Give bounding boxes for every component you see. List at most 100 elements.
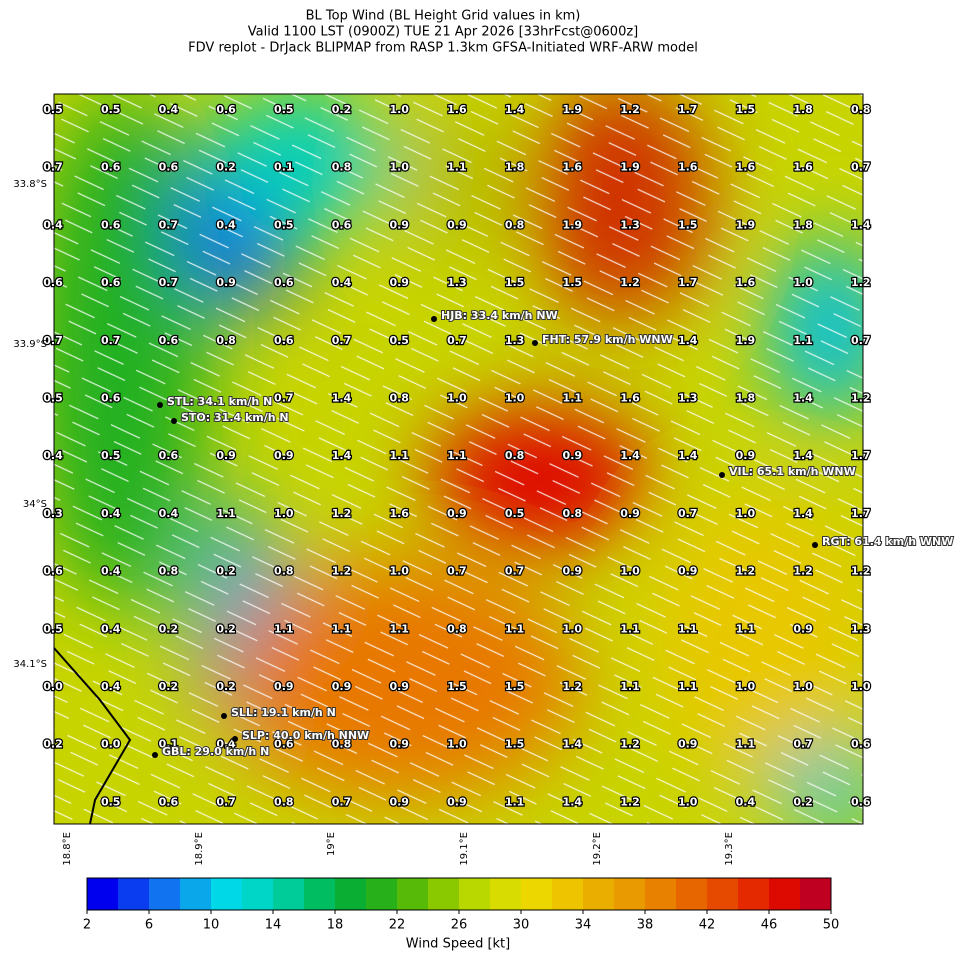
grid-value: 0.4 <box>736 795 756 808</box>
lat-label: 33.8°S <box>13 179 47 190</box>
colorbar-swatch <box>552 878 584 910</box>
grid-value: 1.0 <box>736 507 756 520</box>
grid-value: 1.0 <box>563 622 583 635</box>
grid-value: 0.0 <box>101 738 121 751</box>
title-line: Valid 1100 LST (0900Z) TUE 21 Apr 2026 [… <box>248 25 639 40</box>
colorbar-swatch <box>800 878 832 910</box>
grid-value: 1.4 <box>332 392 352 405</box>
grid-value: 0.4 <box>101 622 121 635</box>
grid-value: 1.2 <box>332 565 352 578</box>
lon-label: 18.9°E <box>194 832 205 866</box>
colorbar-tick-label: 30 <box>513 918 530 933</box>
grid-value: 1.1 <box>563 392 583 405</box>
colorbar-tick-label: 2 <box>83 918 91 933</box>
grid-value: 1.3 <box>678 392 698 405</box>
station-label: FHT: 57.9 km/h WNW <box>542 333 673 346</box>
lon-label: 19.1°E <box>459 832 470 866</box>
grid-value: 0.9 <box>678 738 698 751</box>
grid-value: 0.7 <box>505 565 525 578</box>
grid-value: 0.6 <box>101 218 121 231</box>
grid-value: 0.6 <box>274 334 294 347</box>
grid-value: 0.8 <box>389 392 409 405</box>
colorbar-swatch <box>645 878 677 910</box>
colorbar-tick-label: 34 <box>575 918 592 933</box>
grid-value: 1.0 <box>389 565 409 578</box>
station-dot <box>431 316 437 322</box>
grid-value: 1.1 <box>736 622 756 635</box>
grid-value: 1.8 <box>793 103 813 116</box>
station-label: STO: 31.4 km/h N <box>181 411 289 424</box>
grid-value: 0.7 <box>332 334 352 347</box>
colorbar-tick-label: 38 <box>637 918 654 933</box>
grid-value: 0.6 <box>101 276 121 289</box>
grid-value: 0.8 <box>851 103 871 116</box>
grid-value: 1.5 <box>447 680 467 693</box>
grid-value: 0.9 <box>793 622 813 635</box>
colorbar-tick-label: 18 <box>327 918 344 933</box>
grid-value: 1.1 <box>620 622 640 635</box>
grid-value: 0.8 <box>563 507 583 520</box>
grid-value: 1.6 <box>620 392 640 405</box>
grid-value: 0.2 <box>159 622 179 635</box>
grid-value: 1.2 <box>620 795 640 808</box>
colorbar-swatch <box>583 878 615 910</box>
grid-value: 0.2 <box>216 680 236 693</box>
grid-value: 1.1 <box>678 680 698 693</box>
grid-value: 0.6 <box>159 161 179 174</box>
grid-value: 1.3 <box>620 218 640 231</box>
station-dot <box>221 713 227 719</box>
grid-value: 0.7 <box>851 334 871 347</box>
grid-value: 0.3 <box>43 507 63 520</box>
grid-value: 1.4 <box>563 795 583 808</box>
grid-value: 1.4 <box>793 392 813 405</box>
grid-value: 1.1 <box>447 161 467 174</box>
grid-value: 0.9 <box>620 507 640 520</box>
grid-value: 1.6 <box>736 276 756 289</box>
grid-value: 0.6 <box>274 738 294 751</box>
grid-value: 1.1 <box>447 449 467 462</box>
grid-value: 1.9 <box>620 161 640 174</box>
grid-value: 1.0 <box>736 680 756 693</box>
grid-value: 0.5 <box>43 622 63 635</box>
grid-value: 0.5 <box>505 507 525 520</box>
grid-value: 0.6 <box>851 738 871 751</box>
grid-value: 0.7 <box>447 565 467 578</box>
grid-value: 1.2 <box>620 276 640 289</box>
grid-value: 0.6 <box>43 565 63 578</box>
colorbar-swatch <box>428 878 460 910</box>
grid-value: 1.4 <box>793 507 813 520</box>
lat-label: 33.9°S <box>13 339 47 350</box>
colorbar-swatch <box>304 878 336 910</box>
grid-value: 0.9 <box>389 680 409 693</box>
grid-value: 0.9 <box>447 218 467 231</box>
grid-value: 0.9 <box>447 507 467 520</box>
colorbar-swatch <box>490 878 522 910</box>
grid-value: 1.9 <box>563 218 583 231</box>
grid-value: 1.3 <box>851 622 871 635</box>
grid-value: 0.8 <box>332 738 352 751</box>
grid-value: 1.6 <box>736 161 756 174</box>
grid-value: 1.6 <box>678 161 698 174</box>
station-dot <box>152 752 158 758</box>
grid-value: 1.5 <box>563 276 583 289</box>
station-label: SLP: 40.0 km/h NNW <box>242 729 369 742</box>
grid-value: 1.0 <box>620 565 640 578</box>
colorbar-tick-label: 50 <box>823 918 840 933</box>
grid-value: 0.7 <box>43 161 63 174</box>
station-label: GBL: 29.0 km/h N <box>162 745 269 758</box>
grid-value: 0.9 <box>389 795 409 808</box>
grid-value: 1.0 <box>678 795 698 808</box>
grid-value: 1.0 <box>793 680 813 693</box>
grid-value: 1.7 <box>851 449 871 462</box>
colorbar-swatch <box>335 878 367 910</box>
title-line: BL Top Wind (BL Height Grid values in km… <box>306 9 581 24</box>
grid-value: 1.1 <box>505 795 525 808</box>
grid-value: 0.9 <box>332 680 352 693</box>
grid-value: 1.1 <box>389 622 409 635</box>
grid-value: 1.1 <box>678 622 698 635</box>
station-label: SLL: 19.1 km/h N <box>231 706 336 719</box>
colorbar-swatch <box>366 878 398 910</box>
colorbar-tick-label: 14 <box>265 918 282 933</box>
grid-value: 1.1 <box>620 680 640 693</box>
